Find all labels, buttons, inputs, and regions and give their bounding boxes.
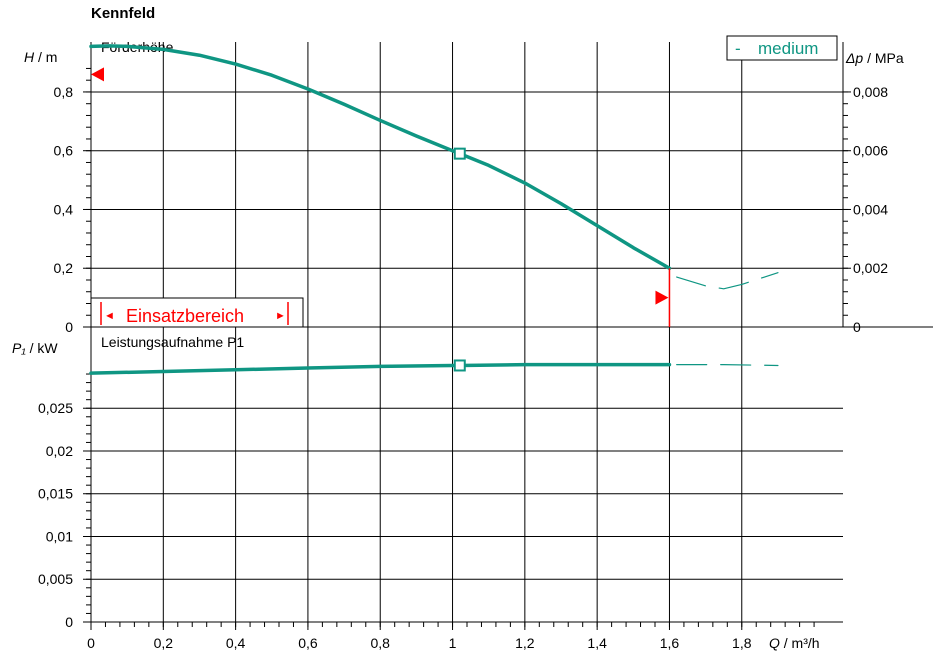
power-curve	[89, 362, 672, 375]
y-axis-label-top: H / m	[24, 49, 57, 65]
y2-tick-label: 0	[853, 319, 861, 335]
y2-tick-label: 0,008	[853, 84, 888, 100]
y-tick-label-top: 0	[65, 319, 73, 335]
grid-layer	[91, 42, 843, 622]
x-tick-label: 0	[87, 635, 95, 651]
axes-layer	[90, 42, 933, 623]
limit-marker-left	[91, 67, 104, 82]
x-tick-label: 1,8	[732, 635, 752, 651]
y-tick-label-bottom: 0,02	[46, 443, 73, 459]
legend-label: medium	[758, 39, 818, 58]
y-tick-label-bottom: 0,005	[38, 571, 73, 587]
range-box	[90, 297, 304, 328]
x-tick-label: 0,4	[226, 635, 246, 651]
x-tick-label: 1	[449, 635, 457, 651]
legend-box	[726, 35, 838, 61]
y-tick-label-bottom: 0,01	[46, 528, 73, 544]
y2-tick-label: 0,006	[853, 143, 888, 159]
range-left-arrow: ◄	[104, 310, 115, 322]
power-operating-point	[453, 359, 466, 372]
y-tick-label-bottom: 0,025	[38, 400, 73, 416]
limit-marker-right	[655, 290, 669, 305]
y-tick-label-bottom: 0,015	[38, 486, 73, 502]
legend: - medium	[726, 35, 838, 61]
x-tick-label: 0,6	[298, 635, 318, 651]
power-extension-line	[676, 364, 779, 367]
y-tick-label-top: 0,2	[54, 260, 74, 276]
ticks-layer: 0 0,2 0,4 0,6 0,8 1 1,2 1,4 1,6 1,8 0 0,2 0,4 0,6 0,8 0…	[12, 39, 904, 651]
head-extension-line	[676, 272, 779, 290]
y-tick-label-top: 0,4	[54, 201, 74, 217]
x-tick-label: 0,2	[154, 635, 174, 651]
x-tick-label: 1,4	[587, 635, 607, 651]
x-tick-label: 1,2	[515, 635, 535, 651]
range-label: Einsatzbereich	[126, 306, 244, 326]
operating-range: ◄ Einsatzbereich ►	[90, 297, 304, 328]
range-right-arrow: ►	[275, 310, 286, 322]
series-layer	[89, 44, 779, 375]
legend-dash: -	[735, 39, 741, 58]
x-tick-label: 0,8	[370, 635, 390, 651]
y-tick-label-bottom: 0	[65, 614, 73, 630]
panel-label-bottom: Leistungsaufnahme P1	[101, 334, 244, 350]
y-tick-label-top: 0,8	[54, 84, 74, 100]
head-operating-point	[453, 147, 466, 160]
y-axis-label-bottom: P₁ / kW	[12, 340, 58, 356]
y2-axis-label: Δp / MPa	[845, 50, 904, 66]
chart-title: Kennfeld	[91, 5, 156, 22]
y2-tick-label: 0,002	[853, 260, 888, 276]
y2-tick-label: 0,004	[853, 201, 888, 217]
annotation-layer: - medium ◄ Einsatzbereich ►	[90, 35, 838, 328]
x-tick-label: 1,6	[660, 635, 680, 651]
y-tick-label-top: 0,6	[54, 143, 74, 159]
x-axis-label: Q / m³/h	[769, 635, 820, 651]
head-curve	[89, 44, 672, 270]
